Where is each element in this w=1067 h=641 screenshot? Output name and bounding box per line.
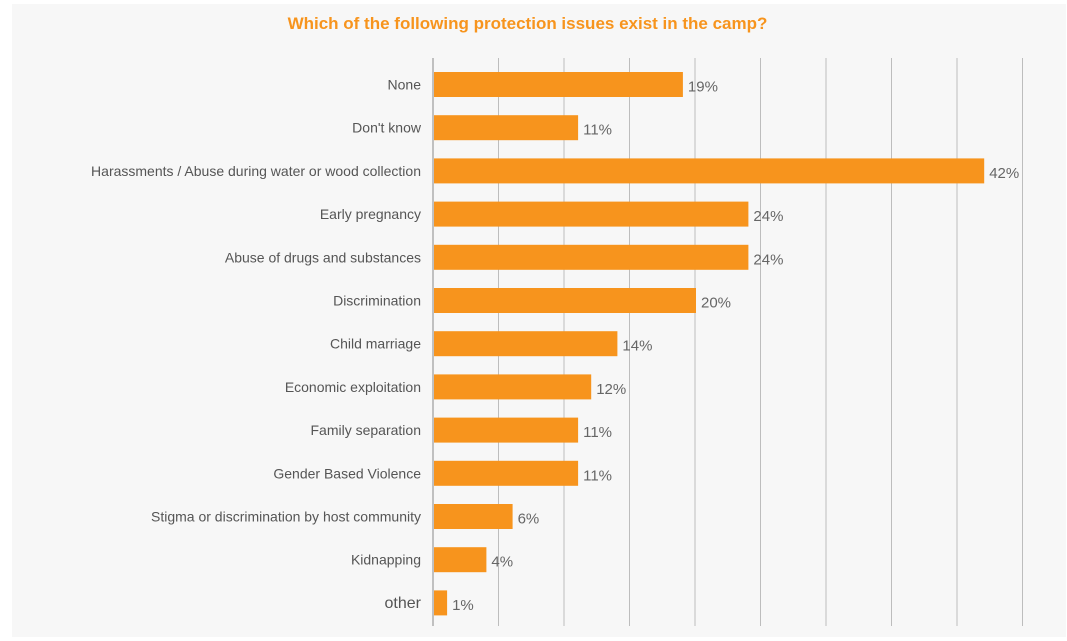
category-label: other	[385, 595, 422, 612]
bar	[434, 201, 749, 227]
category-label: Child marriage	[330, 336, 421, 352]
bar	[434, 547, 487, 573]
category-label: Don't know	[352, 120, 422, 136]
bar	[434, 288, 696, 313]
category-label: Family separation	[311, 422, 422, 438]
value-label: 20%	[701, 295, 731, 312]
category-label: Discrimination	[333, 293, 421, 309]
value-label: 4%	[491, 554, 513, 571]
bars	[434, 72, 985, 616]
category-labels: None Don't know Harassments / Abuse during…	[91, 77, 422, 612]
value-label: 24%	[753, 208, 783, 225]
bar	[434, 417, 579, 443]
bar	[434, 244, 749, 270]
chart-card	[12, 4, 1066, 637]
value-label: 11%	[583, 424, 612, 441]
bar	[434, 590, 448, 616]
category-label: None	[388, 77, 422, 93]
category-label: Kidnapping	[351, 552, 421, 568]
value-label: 1%	[452, 597, 474, 614]
bar	[434, 504, 513, 529]
bar	[434, 374, 592, 400]
value-labels: 19% 11% 42% 24% 24% 20% 14% 12% 11% 11% 6% 4% 1%	[452, 79, 1019, 614]
bar	[434, 331, 618, 357]
bar	[434, 72, 683, 97]
value-label: 11%	[583, 467, 612, 484]
category-label: Stigma or discrimination by host communi…	[151, 509, 421, 525]
chart-title: Which of the following protection issues…	[287, 14, 768, 33]
category-label: Abuse of drugs and substances	[225, 249, 421, 265]
gridlines	[432, 58, 1023, 626]
value-label: 19%	[688, 79, 718, 96]
bar	[434, 460, 579, 486]
value-label: 6%	[518, 511, 540, 528]
bar	[434, 115, 579, 141]
value-label: 12%	[596, 381, 626, 398]
category-label: Gender Based Violence	[273, 465, 421, 481]
value-label: 24%	[753, 251, 783, 268]
value-label: 42%	[989, 165, 1019, 182]
value-label: 14%	[622, 338, 652, 355]
category-label: Economic exploitation	[285, 379, 421, 395]
value-label: 11%	[583, 122, 612, 139]
bar	[434, 158, 985, 184]
category-label: Harassments / Abuse during water or wood…	[91, 163, 421, 179]
category-label: Early pregnancy	[320, 206, 421, 222]
